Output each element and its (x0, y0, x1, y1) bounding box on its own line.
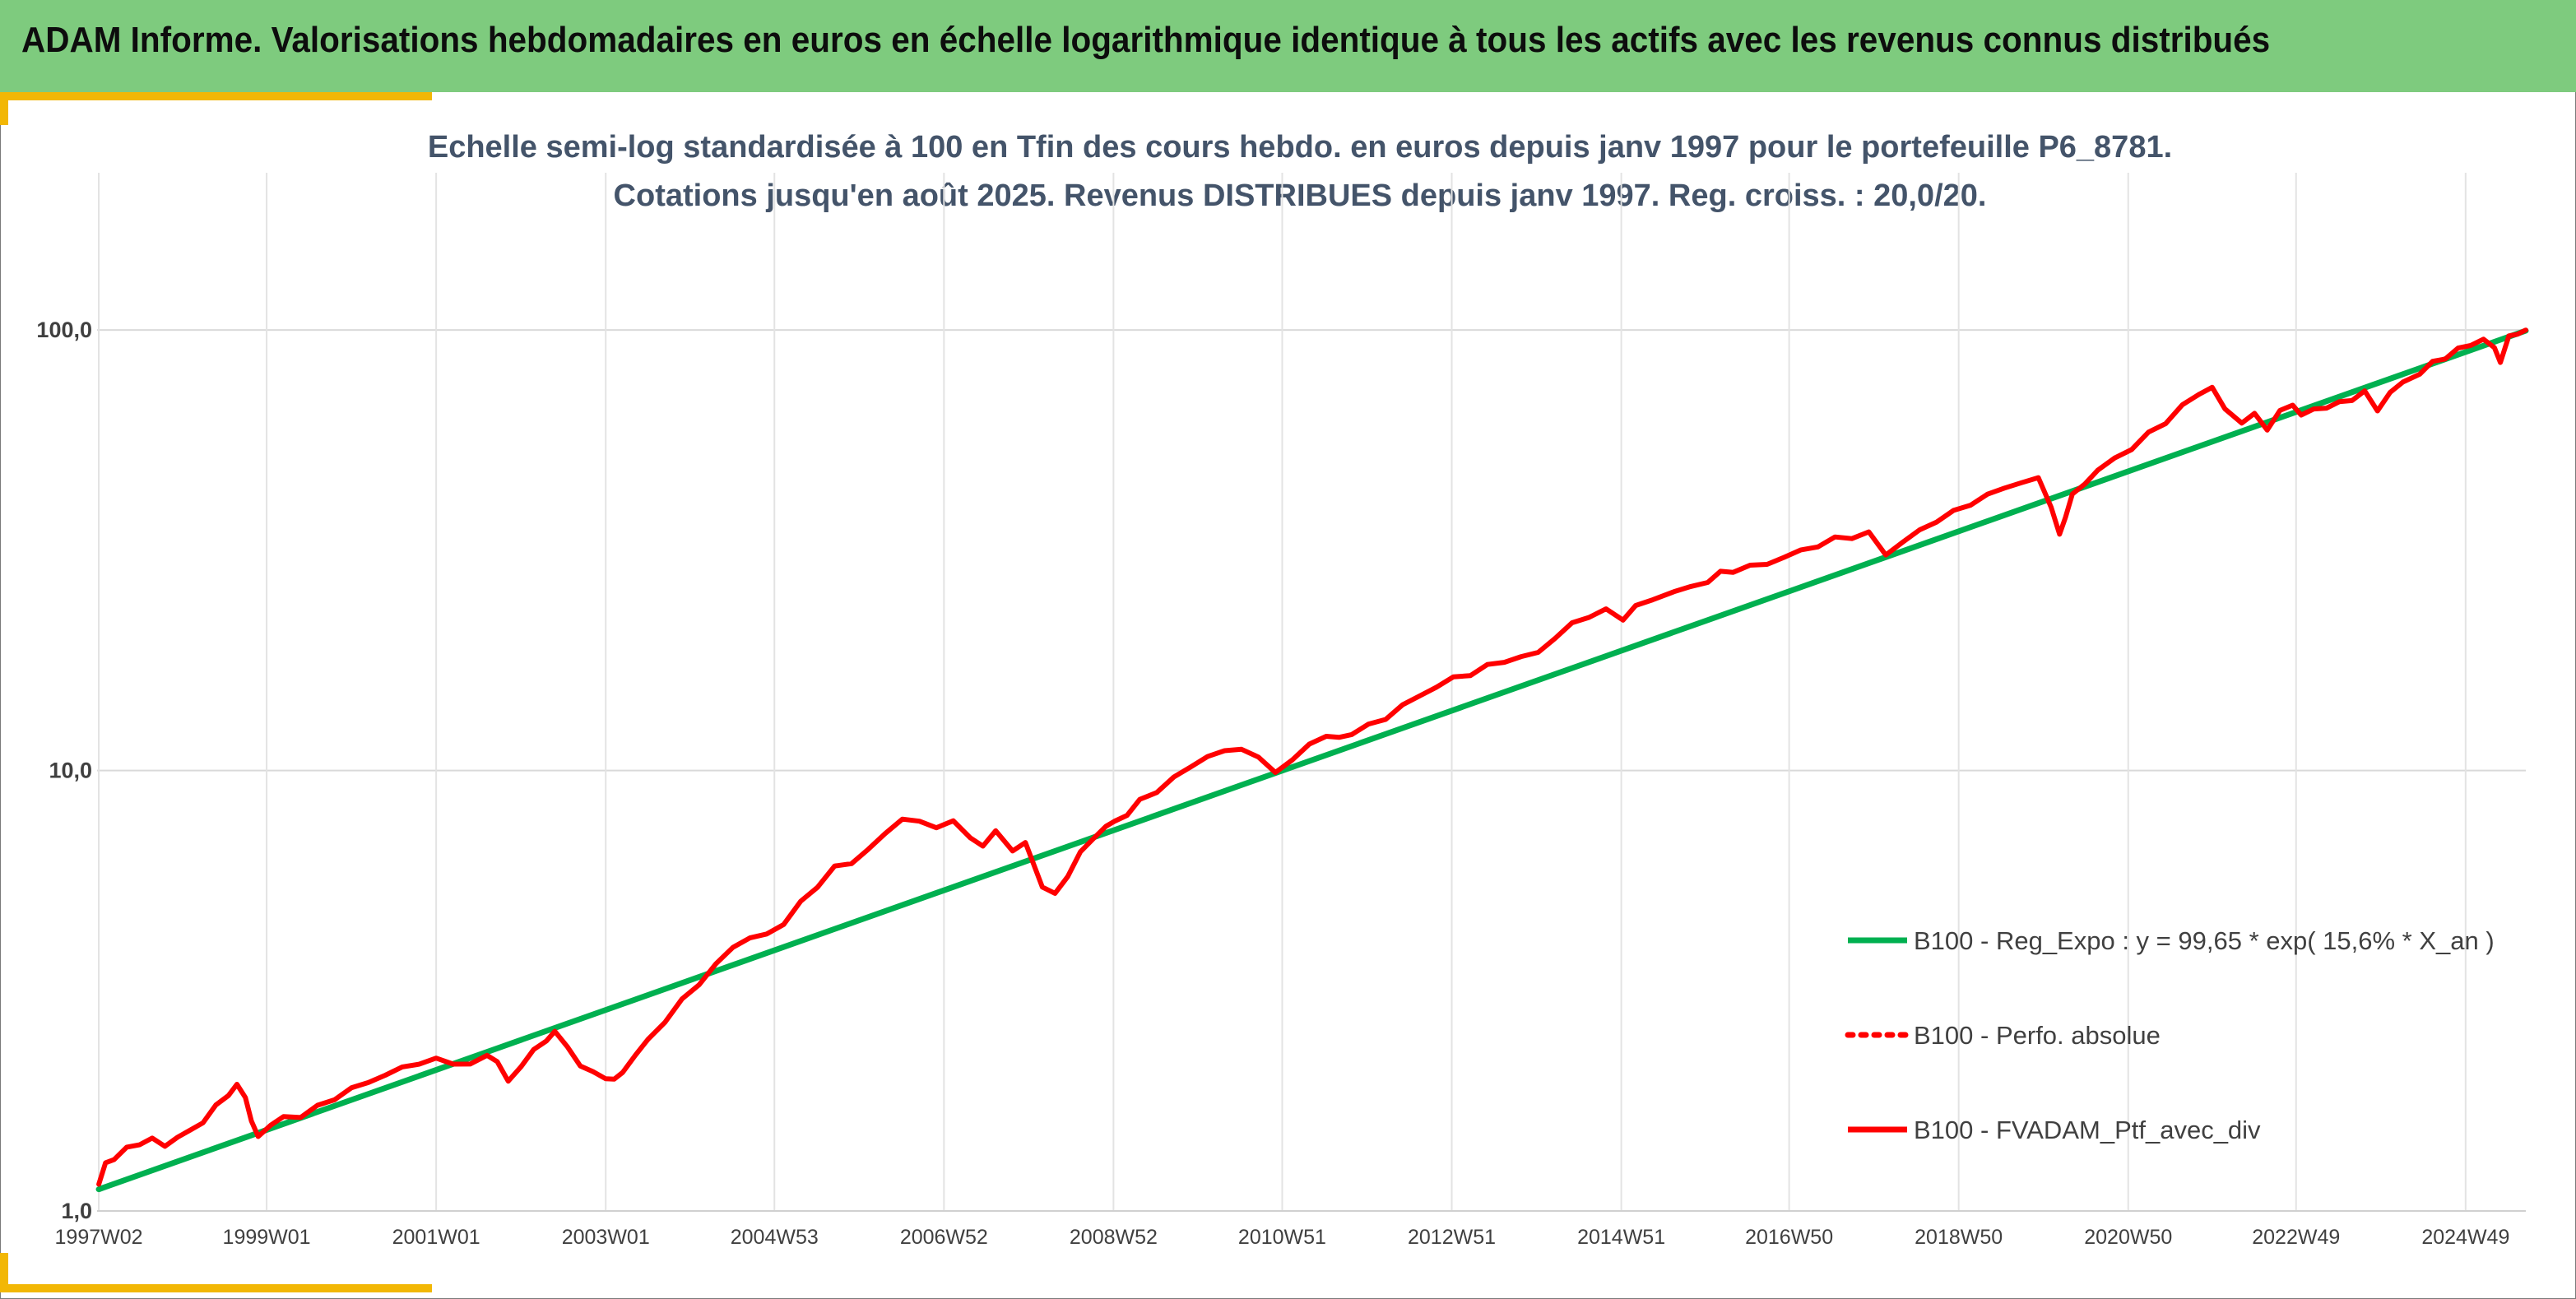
x-tick-label: 2018W50 (1915, 1226, 2003, 1249)
x-tick-label: 2003W01 (562, 1226, 650, 1249)
x-tick-label: 2006W52 (900, 1226, 988, 1249)
x-tick-label: 2022W49 (2252, 1226, 2340, 1249)
x-tick-label: 2020W50 (2084, 1226, 2172, 1249)
series-layer (95, 327, 2529, 1193)
legend-label-0: B100 - Reg_Expo : y = 99,65 * exp( 15,6%… (1914, 926, 2495, 955)
x-tick-label: 1999W01 (223, 1226, 311, 1249)
corner-accent-top (0, 92, 432, 100)
y-axis-ticks: 1,0 10,0 100,0 (36, 318, 92, 1223)
y-tick-label: 100,0 (36, 318, 92, 342)
grid-lines (97, 173, 2526, 1212)
chart-subtitle-line-2: Cotations jusqu'en août 2025. Revenus DI… (614, 179, 1987, 213)
x-tick-label: 2024W49 (2421, 1226, 2509, 1249)
x-tick-label: 2004W53 (731, 1226, 819, 1249)
y-tick-label: 10,0 (49, 759, 92, 783)
corner-accent-top-vertical (0, 92, 8, 125)
chart-subtitle-line-1: Echelle semi-log standardisée à 100 en T… (428, 130, 2172, 165)
x-tick-label: 2014W51 (1577, 1226, 1665, 1249)
corner-accent-bottom (0, 1284, 432, 1292)
series-line-2 (96, 327, 2528, 1187)
y-tick-label: 1,0 (61, 1199, 92, 1223)
series-line-0 (95, 327, 2529, 1193)
page-title: ADAM Informe. Valorisations hebdomadaire… (21, 20, 2271, 60)
x-tick-label: 1997W02 (55, 1226, 143, 1249)
legend-label-1: B100 - Perfo. absolue (1914, 1021, 2161, 1050)
corner-accent-bottom-vertical (0, 1253, 8, 1292)
x-axis-ticks: 1997W02 1999W01 2001W01 2003W01 2004W53 2006W… (55, 1226, 2510, 1249)
x-tick-label: 2016W50 (1745, 1226, 1833, 1249)
x-tick-label: 2012W51 (1408, 1226, 1496, 1249)
x-tick-label: 2008W52 (1070, 1226, 1158, 1249)
legend-label-2: B100 - FVADAM_Ptf_avec_div (1914, 1116, 2261, 1144)
header-banner: ADAM Informe. Valorisations hebdomadaire… (0, 0, 2576, 92)
x-tick-label: 2001W01 (392, 1226, 480, 1249)
legend: B100 - Reg_Expo : y = 99,65 * exp( 15,6%… (1845, 926, 2495, 1144)
x-tick-label: 2010W51 (1238, 1226, 1326, 1249)
